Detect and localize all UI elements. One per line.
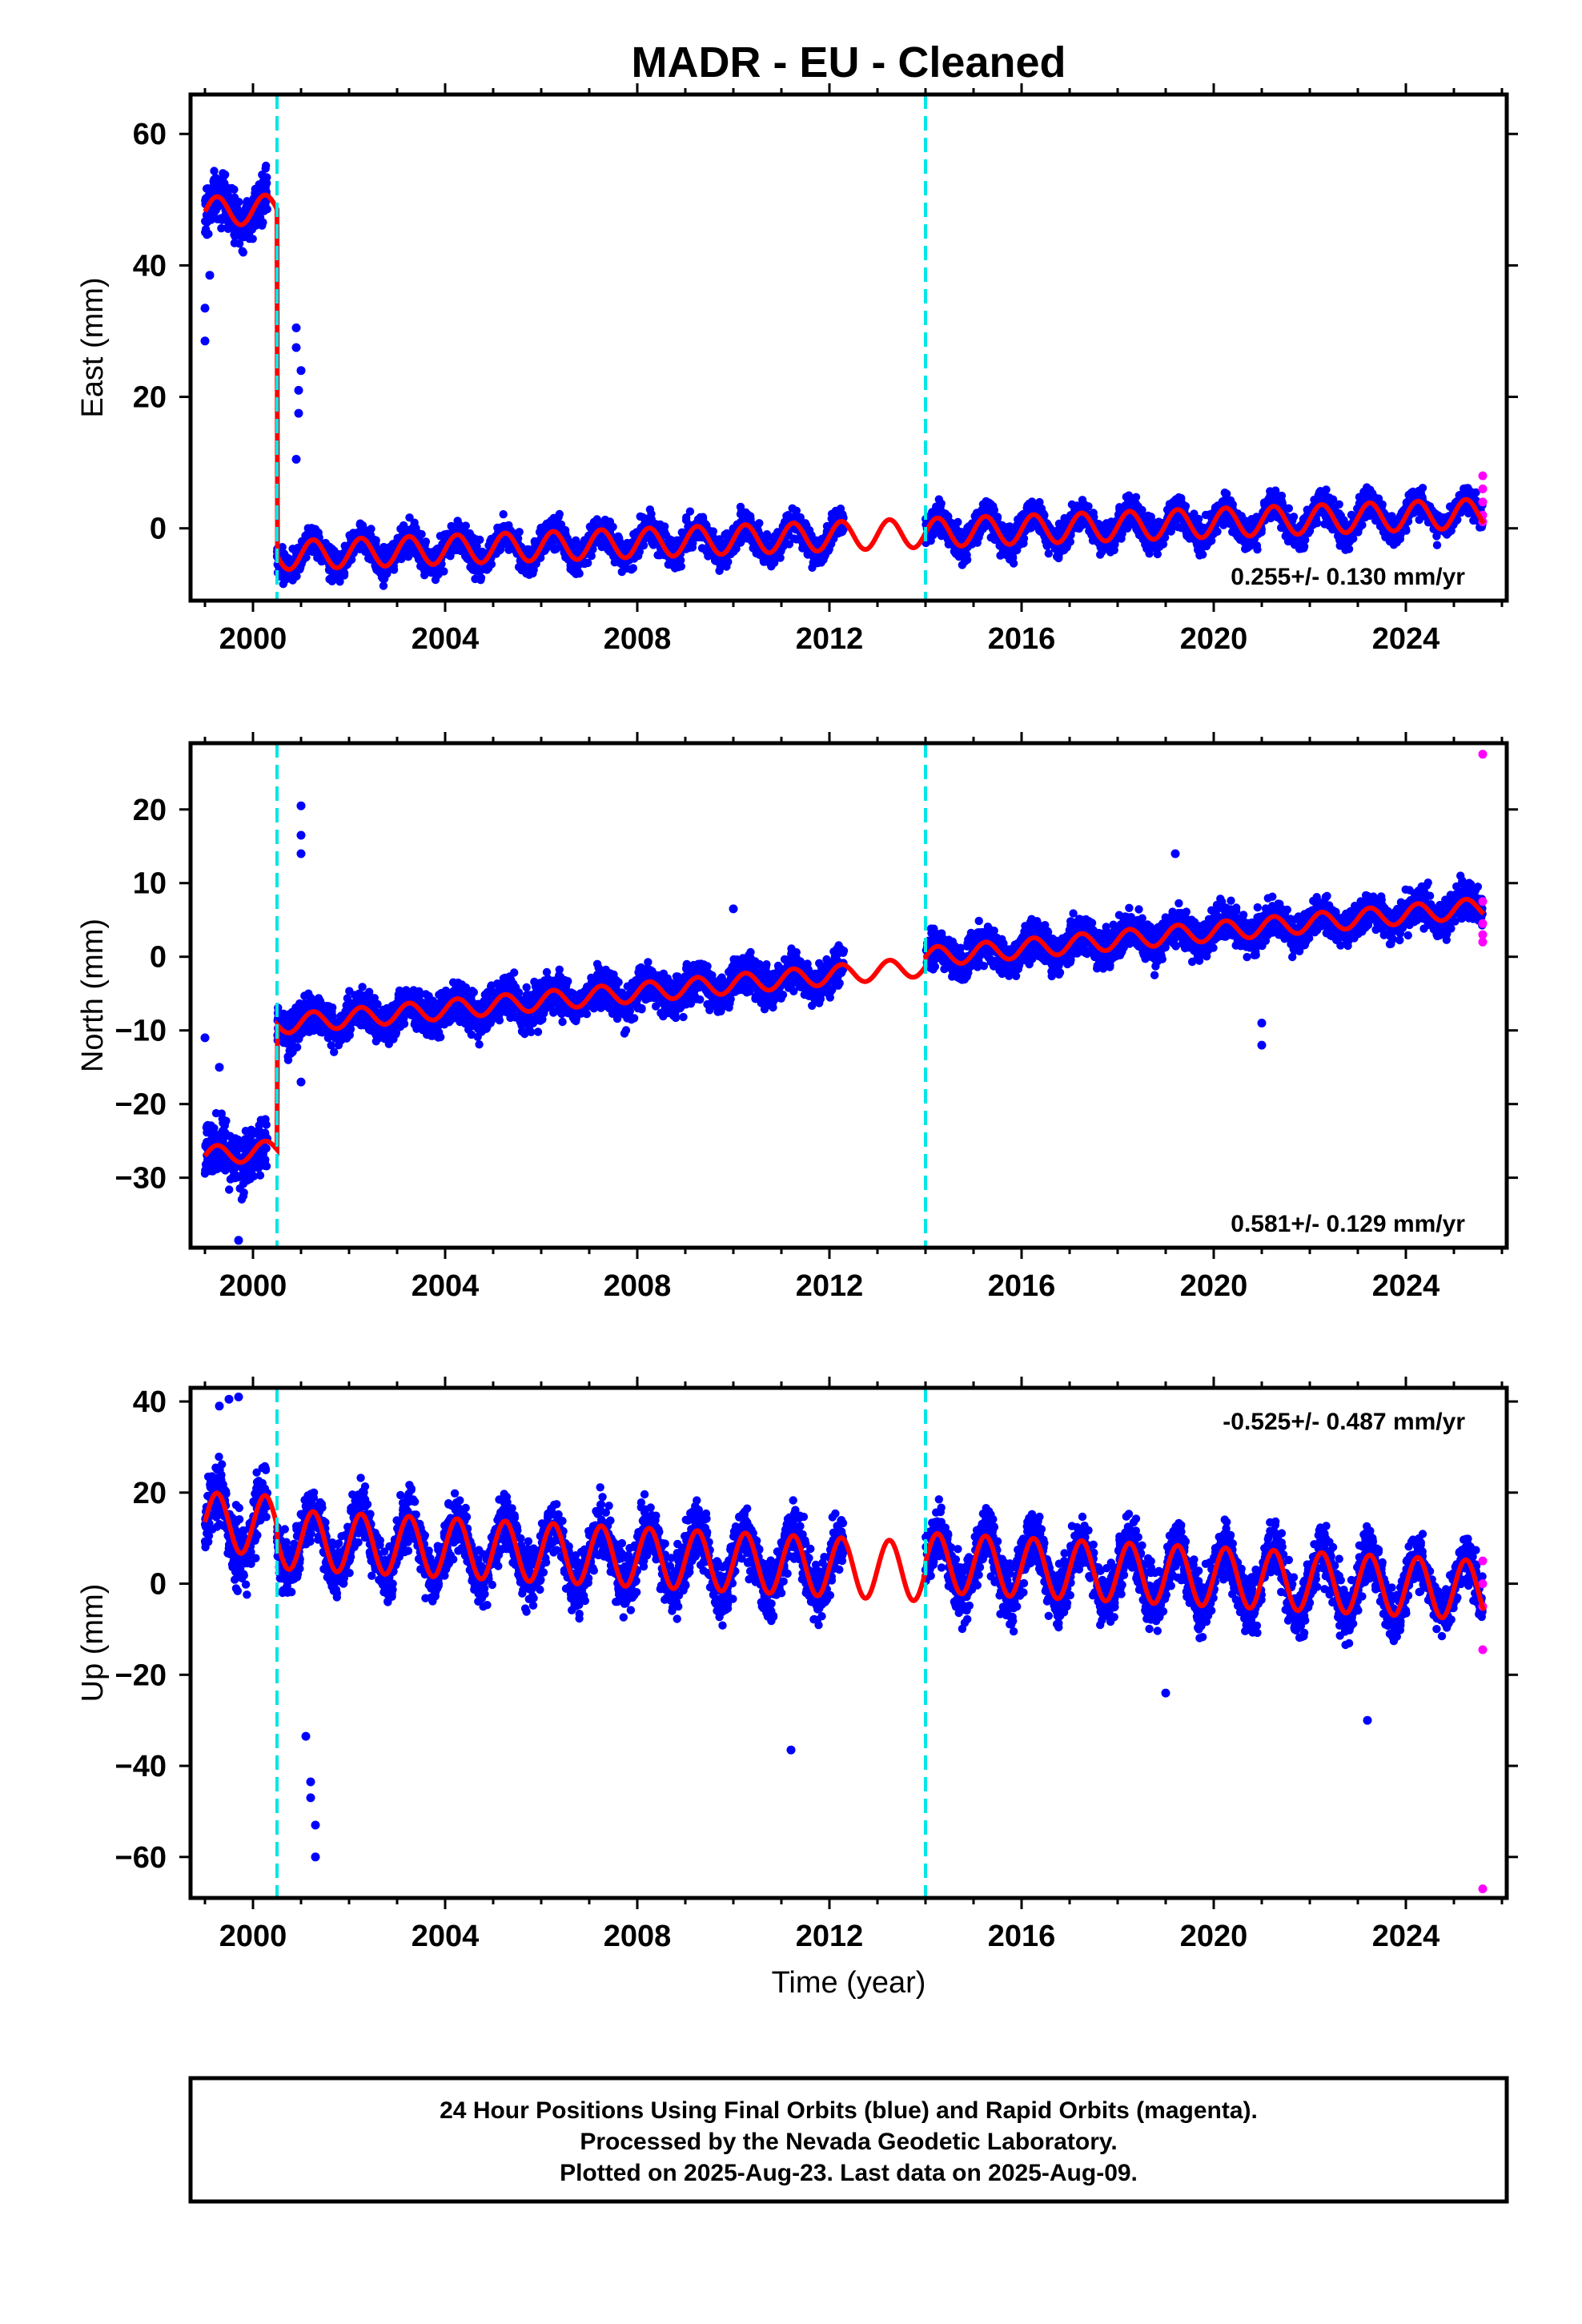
data-point xyxy=(379,542,388,552)
data-point xyxy=(1245,539,1255,548)
data-point xyxy=(1044,549,1054,558)
panel-east: 2000 2004 2008 2012 2016 2020 20240204060East … xyxy=(76,83,1518,656)
data-point xyxy=(552,545,560,553)
data-point xyxy=(235,239,244,248)
data-point xyxy=(431,569,440,577)
data-point xyxy=(822,521,832,531)
data-point xyxy=(292,572,301,581)
data-point xyxy=(476,535,484,545)
data-point xyxy=(958,561,967,569)
data-point xyxy=(711,557,720,565)
data-point xyxy=(742,513,751,522)
data-point xyxy=(213,215,222,223)
data-point xyxy=(389,565,399,574)
data-point xyxy=(261,164,270,173)
data-point xyxy=(1027,497,1037,506)
data-point xyxy=(452,521,461,530)
data-point xyxy=(715,566,724,575)
data-point xyxy=(259,177,267,186)
data-point xyxy=(776,553,785,562)
data-point xyxy=(252,211,262,220)
data-point xyxy=(572,536,580,545)
data-point xyxy=(461,521,470,530)
data-point xyxy=(990,535,999,545)
data-point xyxy=(212,181,221,190)
data-point xyxy=(226,219,235,229)
data-point xyxy=(311,529,320,538)
data-point xyxy=(371,536,380,545)
data-point xyxy=(571,543,580,553)
data-point xyxy=(1297,544,1307,553)
data-point xyxy=(410,523,419,532)
data-point xyxy=(962,550,971,560)
data-point xyxy=(502,538,511,548)
data-point xyxy=(792,506,801,515)
data-point xyxy=(1418,484,1427,493)
data-point xyxy=(670,562,679,571)
data-point xyxy=(1220,489,1230,497)
data-point xyxy=(224,183,233,193)
panel-plot-area-east xyxy=(200,94,1488,601)
data-point xyxy=(736,502,745,512)
data-point xyxy=(1155,542,1164,551)
data-point xyxy=(279,580,287,589)
data-point xyxy=(762,530,772,539)
data-point xyxy=(628,564,637,573)
data-point xyxy=(461,552,470,561)
data-point xyxy=(682,513,691,522)
data-point xyxy=(685,507,695,516)
data-point xyxy=(1313,519,1322,528)
data-point xyxy=(317,557,326,566)
data-point xyxy=(487,560,496,569)
data-point xyxy=(379,581,388,590)
data-point xyxy=(217,223,226,233)
data-point xyxy=(647,509,656,518)
data-point xyxy=(493,523,502,533)
chart-title: MADR - EU - Cleaned xyxy=(631,38,1066,86)
data-point xyxy=(327,577,336,585)
data-point xyxy=(259,207,269,215)
data-point xyxy=(802,521,811,530)
data-point xyxy=(232,231,241,239)
data-point xyxy=(227,199,235,207)
data-point xyxy=(517,563,527,573)
data-point xyxy=(219,169,227,178)
data-point xyxy=(210,167,219,175)
data-point xyxy=(400,521,408,530)
data-point xyxy=(209,188,218,197)
data-point xyxy=(608,522,617,532)
data-point xyxy=(1335,541,1344,550)
data-point xyxy=(615,537,624,545)
data-point xyxy=(247,225,257,234)
data-point xyxy=(1407,489,1416,497)
data-point xyxy=(440,530,449,539)
data-point xyxy=(239,248,247,257)
data-point xyxy=(331,550,339,559)
data-point xyxy=(201,225,211,234)
data-point xyxy=(258,171,267,179)
data-point xyxy=(405,513,414,522)
data-point xyxy=(605,547,614,556)
data-point xyxy=(1385,513,1394,521)
data-point xyxy=(571,569,580,577)
data-point xyxy=(1219,521,1228,529)
data-point xyxy=(203,218,211,227)
data-point xyxy=(525,563,534,573)
data-point xyxy=(705,549,713,559)
data-point xyxy=(379,568,387,577)
data-point xyxy=(471,574,480,584)
data-point xyxy=(1320,520,1329,529)
data-point xyxy=(636,512,644,521)
data-point xyxy=(259,218,267,227)
data-point xyxy=(722,558,731,567)
data-point xyxy=(499,510,508,519)
data-point xyxy=(835,529,845,537)
